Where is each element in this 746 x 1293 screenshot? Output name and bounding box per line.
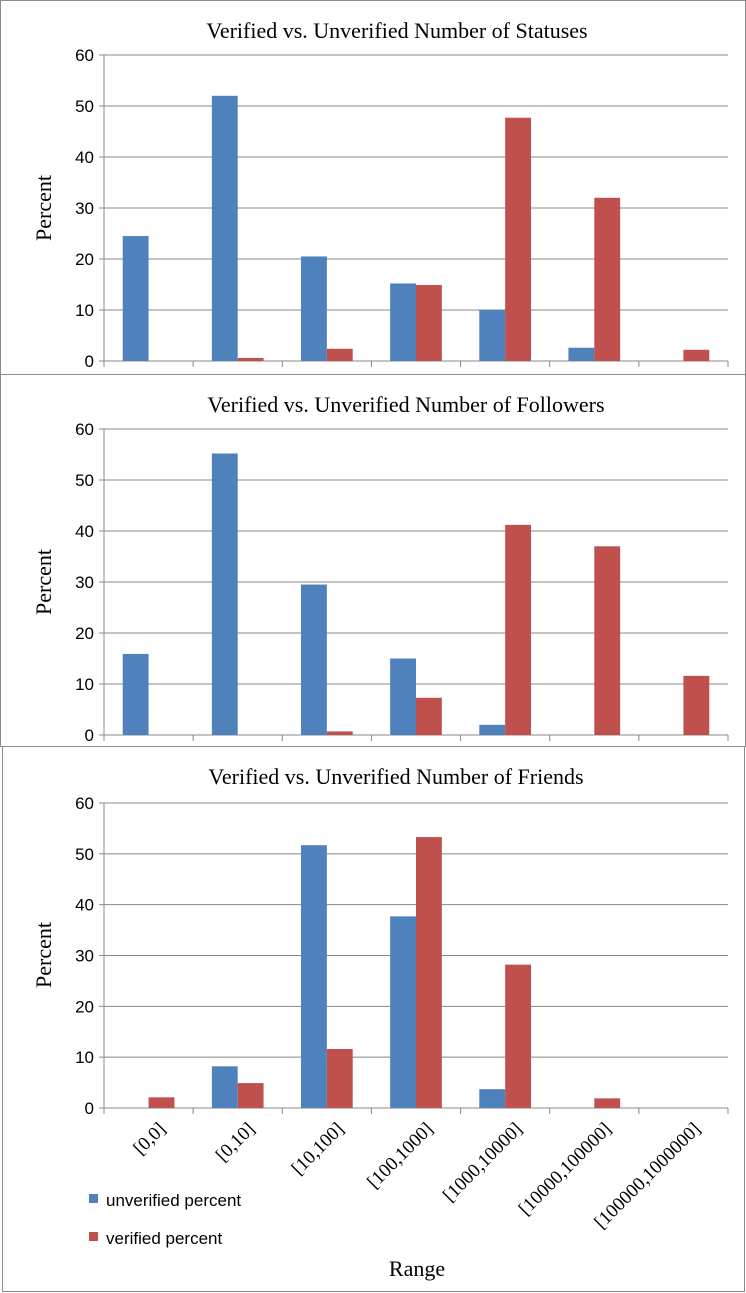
legend-swatch-verified — [89, 1232, 98, 1241]
friends-bar-verified-3 — [416, 837, 442, 1108]
followers-bar-verified-4 — [505, 524, 531, 735]
x-axis-label: Range — [389, 1256, 445, 1281]
statuses-bar-unverified-4 — [479, 310, 506, 361]
friends-bar-verified-2 — [326, 1049, 353, 1108]
followers-bar-verified-2 — [326, 731, 353, 735]
statuses-bar-unverified-3 — [390, 283, 416, 361]
statuses-panel — [0, 0, 746, 375]
friends-bar-unverified-4 — [479, 1089, 506, 1108]
friends-bar-verified-1 — [237, 1083, 264, 1108]
statuses-bar-verified-3 — [416, 285, 442, 361]
followers-y-tick-label: 0 — [85, 726, 94, 745]
friends-y-tick-label: 30 — [75, 947, 94, 966]
friends-bar-unverified-3 — [390, 916, 416, 1108]
followers-y-axis-label: Percent — [31, 549, 56, 615]
friends-y-axis-label: Percent — [31, 922, 56, 988]
statuses-y-axis-label: Percent — [31, 175, 56, 241]
statuses-bar-verified-4 — [505, 117, 531, 361]
friends-bar-unverified-1 — [211, 1066, 238, 1108]
followers-bar-verified-6 — [683, 675, 710, 735]
friends-y-tick-label: 50 — [75, 845, 94, 864]
followers-chart-title: Verified vs. Unverified Number of Follow… — [207, 392, 604, 417]
followers-bar-unverified-4 — [479, 724, 506, 735]
statuses-y-tick-label: 30 — [75, 199, 94, 218]
statuses-chart-title: Verified vs. Unverified Number of Status… — [206, 18, 587, 43]
statuses-bar-verified-5 — [594, 197, 621, 361]
statuses-y-tick-label: 50 — [75, 97, 94, 116]
friends-y-tick-label: 10 — [75, 1048, 94, 1067]
followers-bar-verified-5 — [594, 546, 621, 735]
friends-y-tick-label: 60 — [75, 794, 94, 813]
followers-bar-verified-3 — [416, 697, 442, 735]
statuses-bar-verified-1 — [237, 357, 264, 361]
friends-y-tick-label: 20 — [75, 997, 94, 1016]
followers-bar-unverified-0 — [122, 653, 149, 735]
statuses-bar-unverified-5 — [568, 347, 595, 361]
followers-y-tick-label: 20 — [75, 624, 94, 643]
friends-y-tick-label: 40 — [75, 896, 94, 915]
followers-bar-unverified-3 — [390, 658, 416, 735]
followers-panel — [0, 374, 746, 747]
statuses-y-tick-label: 10 — [75, 301, 94, 320]
legend-label-verified: verified percent — [106, 1229, 223, 1248]
statuses-y-tick-label: 20 — [75, 250, 94, 269]
followers-y-tick-label: 40 — [75, 522, 94, 541]
friends-panel — [2, 746, 745, 1292]
followers-plot: 0 10 20 30 40 50 60 — [75, 420, 729, 745]
legend-label-unverified: unverified percent — [106, 1191, 241, 1210]
friends-bar-verified-0 — [148, 1097, 175, 1108]
statuses-bar-unverified-0 — [122, 236, 149, 361]
statuses-bar-unverified-2 — [301, 256, 327, 361]
followers-bar-unverified-2 — [301, 584, 327, 735]
statuses-y-tick-label: 60 — [75, 46, 94, 65]
followers-bar-unverified-1 — [211, 453, 238, 735]
friends-bar-verified-5 — [594, 1098, 621, 1108]
legend: unverified percent verified percent — [89, 1191, 241, 1248]
legend-swatch-unverified — [89, 1194, 98, 1203]
friends-chart-title: Verified vs. Unverified Number of Friend… — [208, 764, 583, 789]
followers-y-tick-label: 50 — [75, 471, 94, 490]
statuses-y-tick-label: 40 — [75, 148, 94, 167]
friends-y-tick-label: 0 — [85, 1099, 94, 1118]
statuses-bar-verified-6 — [683, 349, 710, 361]
followers-y-tick-label: 10 — [75, 675, 94, 694]
statuses-bar-verified-2 — [326, 348, 353, 361]
friends-bar-unverified-2 — [301, 845, 327, 1108]
followers-y-tick-label: 60 — [75, 420, 94, 439]
statuses-y-tick-label: 0 — [85, 352, 94, 371]
statuses-plot: 0 10 20 30 40 50 60 — [75, 46, 729, 371]
statuses-bar-unverified-1 — [211, 95, 238, 362]
followers-y-tick-label: 30 — [75, 573, 94, 592]
friends-bar-verified-4 — [505, 964, 531, 1108]
